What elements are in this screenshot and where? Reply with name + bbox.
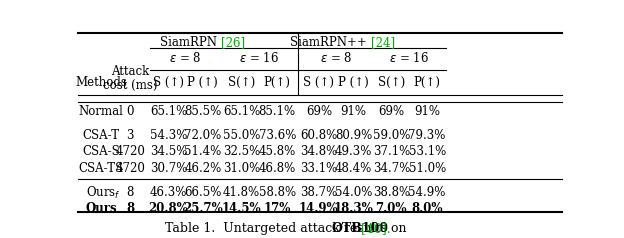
Text: 14.5%: 14.5% bbox=[222, 202, 261, 215]
Text: 54.0%: 54.0% bbox=[335, 186, 373, 199]
Text: [24]: [24] bbox=[371, 36, 395, 49]
Text: SiamRPN++: SiamRPN++ bbox=[290, 36, 371, 49]
Text: CSA-TS: CSA-TS bbox=[79, 162, 124, 175]
Text: 65.1%: 65.1% bbox=[150, 105, 187, 118]
Text: 41.8%: 41.8% bbox=[223, 186, 260, 199]
Text: 8: 8 bbox=[126, 202, 134, 215]
Text: 65.1%: 65.1% bbox=[223, 105, 260, 118]
Text: cost (ms): cost (ms) bbox=[103, 80, 157, 93]
Text: Ours$_f$: Ours$_f$ bbox=[86, 184, 121, 201]
Text: 60.8%: 60.8% bbox=[300, 129, 338, 142]
Text: 25.7%: 25.7% bbox=[183, 202, 223, 215]
Text: $\epsilon$ = 8: $\epsilon$ = 8 bbox=[169, 51, 202, 65]
Text: 91%: 91% bbox=[414, 105, 440, 118]
Text: Methods: Methods bbox=[76, 76, 127, 89]
Text: 32.5%: 32.5% bbox=[223, 145, 260, 158]
Text: Ours: Ours bbox=[85, 202, 117, 215]
Text: 54.9%: 54.9% bbox=[409, 186, 446, 199]
Text: 8.0%: 8.0% bbox=[411, 202, 443, 215]
Text: 72.0%: 72.0% bbox=[184, 129, 222, 142]
Text: 8: 8 bbox=[127, 186, 134, 199]
Text: 31.0%: 31.0% bbox=[223, 162, 260, 175]
Text: $\epsilon$ = 8: $\epsilon$ = 8 bbox=[320, 51, 353, 65]
Text: 73.6%: 73.6% bbox=[258, 129, 296, 142]
Text: [40].: [40]. bbox=[356, 222, 390, 235]
Text: P (↑): P (↑) bbox=[338, 76, 369, 89]
Text: 48.4%: 48.4% bbox=[335, 162, 373, 175]
Text: S (↑): S (↑) bbox=[153, 76, 184, 89]
Text: 20.8%: 20.8% bbox=[149, 202, 188, 215]
Text: $\epsilon$ = 16: $\epsilon$ = 16 bbox=[240, 51, 280, 65]
Text: P(↑): P(↑) bbox=[264, 76, 291, 89]
Text: 17%: 17% bbox=[263, 202, 291, 215]
Text: 69%: 69% bbox=[306, 105, 332, 118]
Text: OTB100: OTB100 bbox=[331, 222, 388, 235]
Text: 34.5%: 34.5% bbox=[150, 145, 187, 158]
Text: 14.9%: 14.9% bbox=[299, 202, 339, 215]
Text: S(↑): S(↑) bbox=[378, 76, 405, 89]
Text: 69%: 69% bbox=[378, 105, 404, 118]
Text: 34.8%: 34.8% bbox=[300, 145, 338, 158]
Text: S(↑): S(↑) bbox=[228, 76, 255, 89]
Text: $\epsilon$ = 16: $\epsilon$ = 16 bbox=[389, 51, 429, 65]
Text: 0: 0 bbox=[127, 105, 134, 118]
Text: 79.3%: 79.3% bbox=[409, 129, 446, 142]
Text: 3: 3 bbox=[127, 129, 134, 142]
Text: 54.3%: 54.3% bbox=[150, 129, 187, 142]
Text: 38.7%: 38.7% bbox=[300, 186, 338, 199]
Text: 51.0%: 51.0% bbox=[409, 162, 446, 175]
Text: 4720: 4720 bbox=[115, 145, 145, 158]
Text: 59.0%: 59.0% bbox=[373, 129, 410, 142]
Text: 80.9%: 80.9% bbox=[335, 129, 373, 142]
Text: 30.7%: 30.7% bbox=[150, 162, 187, 175]
Text: 4720: 4720 bbox=[115, 162, 145, 175]
Text: 18.3%: 18.3% bbox=[334, 202, 374, 215]
Text: Table 1.  Untargeted attack results on: Table 1. Untargeted attack results on bbox=[165, 222, 411, 235]
Text: 91%: 91% bbox=[341, 105, 367, 118]
Text: 38.8%: 38.8% bbox=[373, 186, 410, 199]
Text: 85.1%: 85.1% bbox=[259, 105, 296, 118]
Text: Normal: Normal bbox=[79, 105, 124, 118]
Text: 46.8%: 46.8% bbox=[258, 162, 296, 175]
Text: 46.3%: 46.3% bbox=[150, 186, 187, 199]
Text: 85.5%: 85.5% bbox=[184, 105, 222, 118]
Text: 37.1%: 37.1% bbox=[373, 145, 410, 158]
Text: 46.2%: 46.2% bbox=[184, 162, 222, 175]
Text: CSA-T: CSA-T bbox=[82, 129, 120, 142]
Text: 51.4%: 51.4% bbox=[184, 145, 222, 158]
Text: P(↑): P(↑) bbox=[414, 76, 441, 89]
Text: 7.0%: 7.0% bbox=[376, 202, 407, 215]
Text: 55.0%: 55.0% bbox=[223, 129, 260, 142]
Text: 58.8%: 58.8% bbox=[259, 186, 296, 199]
Text: SiamRPN: SiamRPN bbox=[160, 36, 221, 49]
Text: 49.3%: 49.3% bbox=[335, 145, 373, 158]
Text: Attack: Attack bbox=[111, 65, 149, 78]
Text: P (↑): P (↑) bbox=[187, 76, 218, 89]
Text: 33.1%: 33.1% bbox=[300, 162, 338, 175]
Text: 34.7%: 34.7% bbox=[373, 162, 410, 175]
Text: CSA-S: CSA-S bbox=[82, 145, 120, 158]
Text: 45.8%: 45.8% bbox=[258, 145, 296, 158]
Text: 66.5%: 66.5% bbox=[184, 186, 222, 199]
Text: 53.1%: 53.1% bbox=[409, 145, 446, 158]
Text: S (↑): S (↑) bbox=[303, 76, 334, 89]
Text: [26]: [26] bbox=[221, 36, 245, 49]
